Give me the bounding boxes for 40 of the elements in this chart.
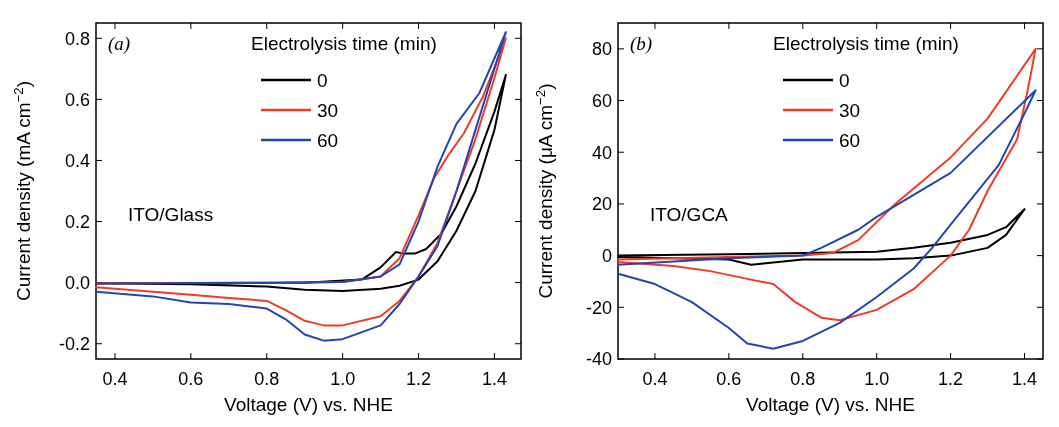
x-tick-label: 0.4 — [102, 369, 128, 389]
y-tick-label: 40 — [591, 142, 612, 163]
x-tick-label: 0.4 — [642, 369, 668, 389]
annotation: ITO/GCA — [650, 204, 729, 226]
x-tick-label: 0.8 — [790, 369, 816, 389]
legend-label: 0 — [317, 69, 328, 91]
annotation: ITO/Glass — [128, 204, 214, 226]
x-tick-label: 1.4 — [481, 369, 507, 389]
y-tick-label: -40 — [585, 349, 612, 370]
legend-title: Electrolysis time (min) — [773, 33, 959, 54]
x-tick-label: 0.6 — [178, 369, 204, 389]
y-tick-label: 80 — [591, 39, 612, 60]
x-axis-title: Voltage (V) vs. NHE — [224, 394, 393, 415]
y-tick-label: -20 — [585, 297, 612, 318]
line-series — [617, 89, 1037, 350]
annotation: (b) — [630, 33, 653, 55]
legend-label: 0 — [839, 69, 850, 91]
x-tick-label: 1.2 — [406, 369, 432, 389]
y-tick-label: 0.8 — [64, 28, 90, 49]
y-tick-label: 0.4 — [64, 150, 90, 171]
x-tick-label: 1.0 — [330, 369, 356, 389]
y-tick-label: 60 — [591, 90, 612, 111]
y-tick-label: 0.0 — [64, 272, 90, 293]
y-tick-label: 0.6 — [64, 89, 90, 110]
legend-label: 60 — [317, 129, 339, 151]
y-tick-label: 0.2 — [64, 211, 90, 232]
legend-label: 60 — [839, 129, 861, 151]
x-tick-label: 0.8 — [254, 369, 280, 389]
x-tick-label: 0.6 — [716, 369, 742, 389]
x-tick-label: 1.0 — [864, 369, 890, 389]
legend-label: 30 — [317, 99, 339, 121]
y-tick-label: 20 — [591, 194, 612, 215]
legend-label: 30 — [839, 99, 861, 121]
x-axis-title: Voltage (V) vs. NHE — [746, 394, 915, 415]
y-tick-label: -0.2 — [58, 334, 90, 355]
annotation: (a) — [108, 33, 131, 55]
y-tick-label: 0 — [601, 245, 612, 266]
x-tick-label: 1.2 — [938, 369, 964, 389]
x-tick-label: 1.4 — [1012, 369, 1038, 389]
legend-title: Electrolysis time (min) — [251, 33, 437, 54]
